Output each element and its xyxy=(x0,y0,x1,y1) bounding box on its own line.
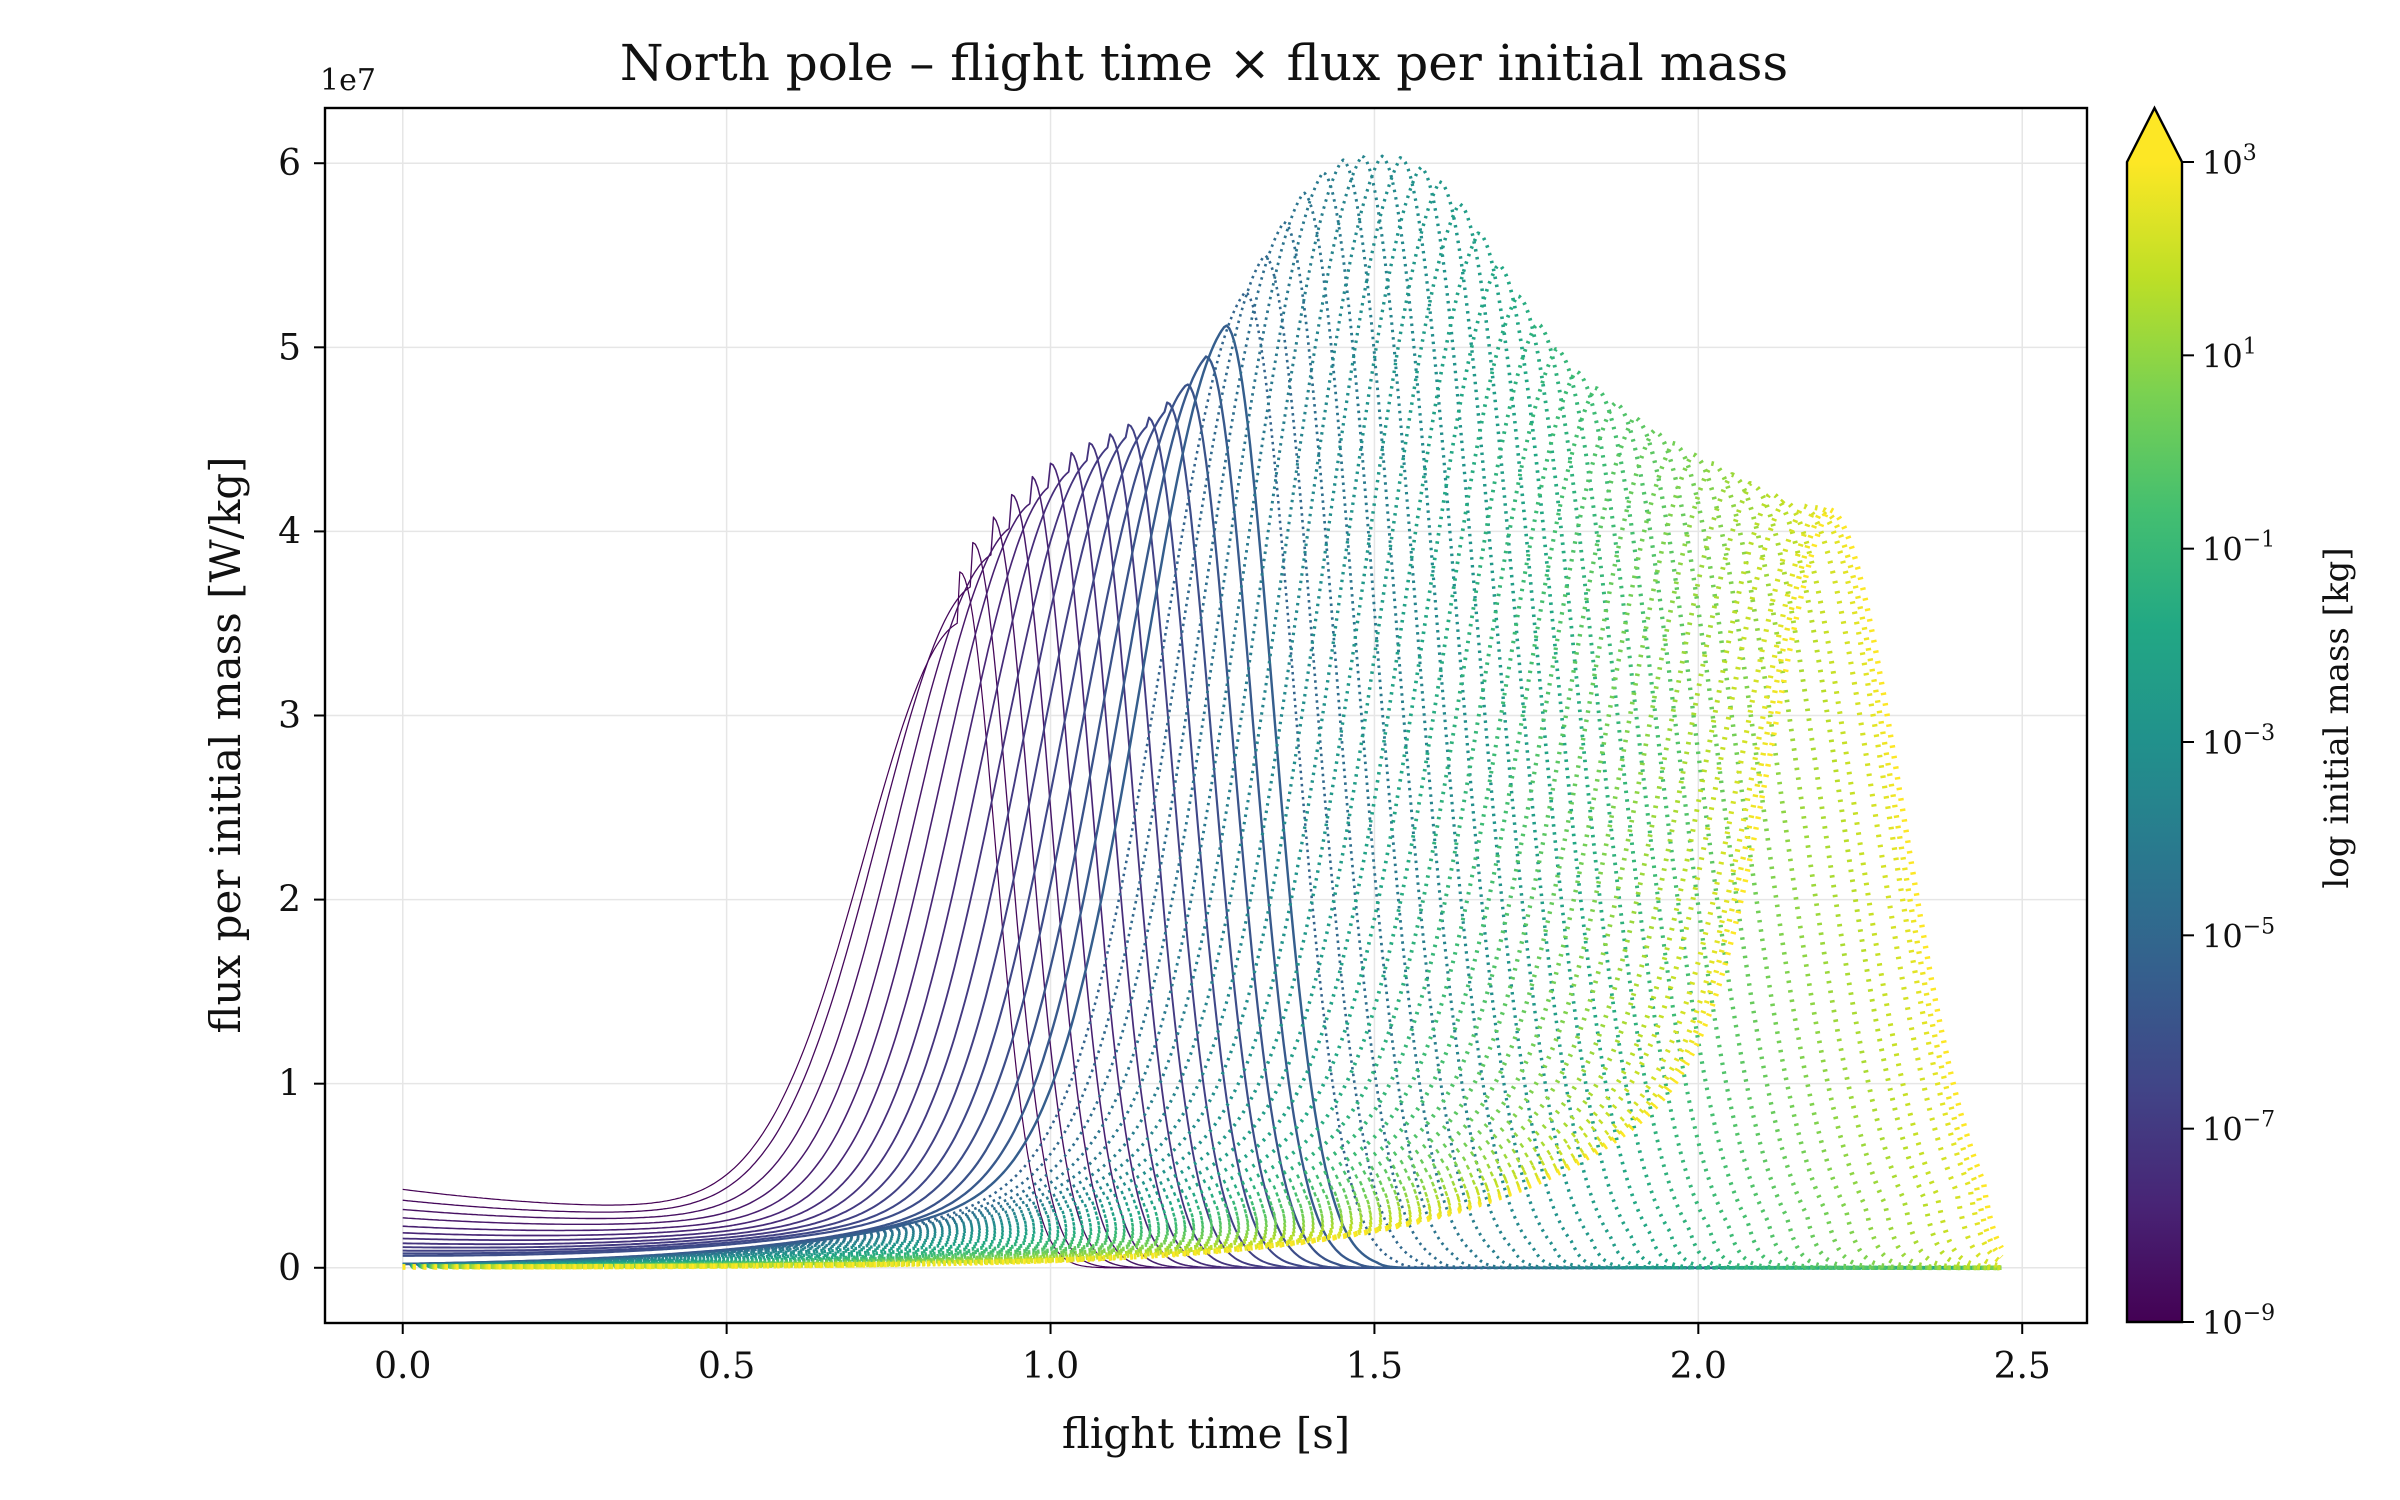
x-tick-label: 2.5 xyxy=(1994,1346,2051,1387)
y-offset-label: 1e7 xyxy=(320,63,376,98)
x-tick-label: 1.5 xyxy=(1346,1346,1403,1387)
colorbar-tick-label: 10−7 xyxy=(2202,1108,2275,1149)
series-line-16 xyxy=(402,290,2002,1270)
colorbar-tick-label: 10−1 xyxy=(2202,528,2275,569)
colorbar-tick-base: 10 xyxy=(2202,724,2243,762)
series-line-12 xyxy=(402,401,2002,1269)
colorbar-tick-base: 10 xyxy=(2202,337,2243,375)
series-line-14 xyxy=(402,355,2002,1269)
colorbar-tick-exponent: 1 xyxy=(2243,334,2257,359)
series-line-19 xyxy=(402,191,2002,1270)
series-line-43 xyxy=(402,490,2002,1271)
series-line-13 xyxy=(402,383,2002,1269)
y-tick-label: 2 xyxy=(278,880,301,921)
x-tick-label: 1.0 xyxy=(1022,1346,1079,1387)
x-tick-label: 0.0 xyxy=(374,1346,431,1387)
series-line-7 xyxy=(402,451,2002,1269)
colorbar-tick-label: 101 xyxy=(2202,334,2257,375)
x-tick-label: 2.0 xyxy=(1670,1346,1727,1387)
chart-title: North pole – flight time × flux per init… xyxy=(620,34,1788,92)
series-line-37 xyxy=(402,428,2002,1271)
series-line-35 xyxy=(402,400,2002,1270)
series-line-39 xyxy=(402,451,2002,1271)
y-tick-label: 1 xyxy=(278,1064,301,1105)
colorbar-tick-label: 10−5 xyxy=(2202,914,2275,955)
series-line-21 xyxy=(402,158,2002,1270)
x-axis: 0.0 0.5 1.0 1.5 2.0 2.5 xyxy=(374,1323,2051,1387)
colorbar-outline xyxy=(2125,105,2184,1324)
colorbar-tick-base: 10 xyxy=(2202,917,2243,955)
series-line-47 xyxy=(402,506,2004,1270)
series-line-29 xyxy=(402,262,2002,1270)
colorbar-tick-base: 10 xyxy=(2202,1111,2243,1149)
y-tick-label: 6 xyxy=(278,143,301,184)
colorbar-gradient xyxy=(2127,162,2182,1322)
colorbar-tick-label: 10−9 xyxy=(2202,1301,2275,1342)
colorbar-tick-label: 10−3 xyxy=(2202,721,2275,762)
series-line-25 xyxy=(402,165,2002,1270)
colorbar-tick-exponent: −3 xyxy=(2243,721,2275,746)
colorbar-tick-exponent: −7 xyxy=(2243,1108,2275,1133)
colorbar-tick-label: 103 xyxy=(2202,141,2257,182)
colorbar-tick-exponent: 3 xyxy=(2243,141,2257,166)
colorbar-tick-exponent: −1 xyxy=(2243,528,2275,553)
series-line-22 xyxy=(402,154,2002,1270)
x-axis-label: flight time [s] xyxy=(1062,1409,1350,1458)
series-line-17 xyxy=(402,254,2002,1270)
series-line-45 xyxy=(402,503,2002,1270)
colorbar-label: log initial mass [kg] xyxy=(2317,547,2357,888)
series-line-24 xyxy=(402,156,2002,1270)
series-line-33 xyxy=(402,369,2002,1270)
colorbar-tick-base: 10 xyxy=(2202,531,2243,569)
y-axis: 0 1 2 3 4 5 6 xyxy=(278,143,325,1289)
colorbar-tick-exponent: −5 xyxy=(2243,914,2275,939)
x-tick-label: 0.5 xyxy=(698,1346,755,1387)
series-line-36 xyxy=(402,415,2002,1270)
colorbar-tick-base: 10 xyxy=(2202,144,2243,182)
colorbar-tick-exponent: −9 xyxy=(2243,1301,2275,1326)
series-line-26 xyxy=(402,179,2002,1270)
y-tick-label: 4 xyxy=(278,511,301,552)
y-tick-label: 3 xyxy=(278,696,301,737)
series-line-18 xyxy=(402,220,2002,1270)
series-line-23 xyxy=(402,154,2002,1270)
series-line-38 xyxy=(402,440,2002,1271)
y-tick-label: 5 xyxy=(278,327,301,368)
series-line-34 xyxy=(402,385,2002,1270)
y-tick-label: 0 xyxy=(278,1248,301,1289)
y-axis-label: flux per initial mass [W/kg] xyxy=(201,456,250,1033)
grid xyxy=(325,108,2087,1323)
colorbar-extend-triangle xyxy=(2127,108,2182,162)
colorbar-tick-base: 10 xyxy=(2202,1304,2243,1342)
series-group xyxy=(402,154,2004,1271)
